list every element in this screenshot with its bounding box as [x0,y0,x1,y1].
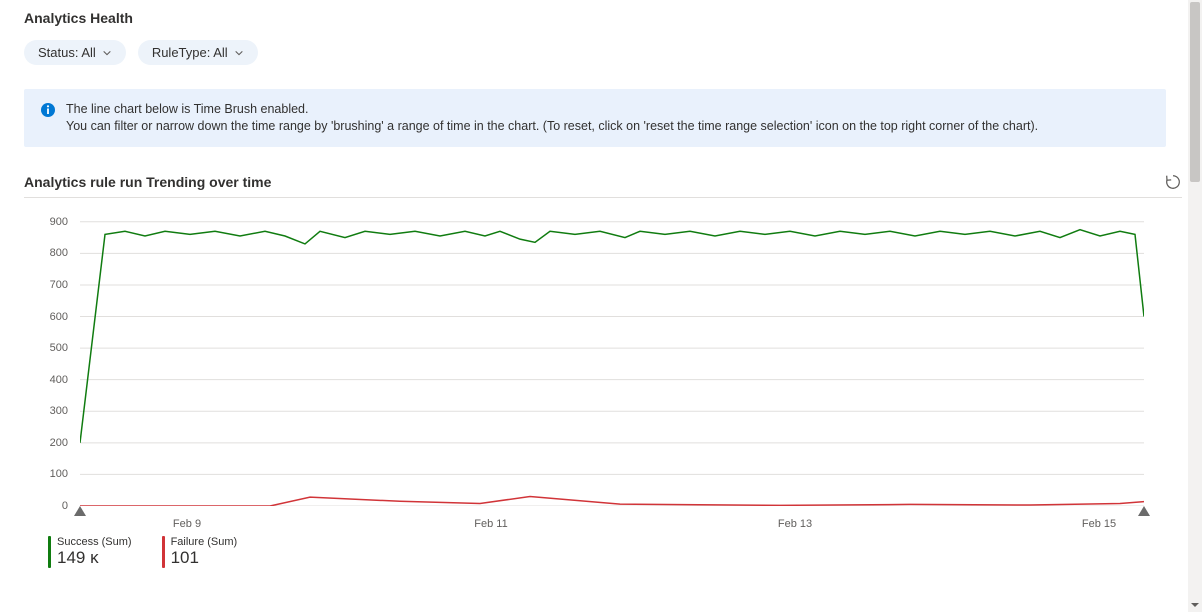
scroll-down-arrow-icon[interactable] [1188,598,1202,612]
status-filter[interactable]: Status: All [24,40,126,65]
divider [24,197,1182,198]
chart-area[interactable]: 0100200300400500600700800900 [24,206,1144,506]
ruletype-filter[interactable]: RuleType: All [138,40,258,65]
page-title: Analytics Health [24,10,1182,26]
filter-row: Status: All RuleType: All [24,40,1182,65]
legend-color-failure [162,536,165,568]
y-axis: 0100200300400500600700800900 [24,206,74,506]
brush-handle-left-icon[interactable] [74,506,86,516]
y-tick: 500 [50,342,68,354]
y-tick: 100 [50,468,68,480]
y-tick: 800 [50,247,68,259]
legend-item-success[interactable]: Success (Sum) 149 ᴋ [48,536,132,568]
reset-time-range-icon[interactable] [1164,173,1182,191]
info-line2: You can filter or narrow down the time r… [66,118,1038,135]
info-text: The line chart below is Time Brush enabl… [66,101,1038,135]
x-tick: Feb 15 [1082,518,1116,530]
legend-value-success: 149 ᴋ [57,548,132,568]
legend-color-success [48,536,51,568]
y-tick: 700 [50,279,68,291]
y-tick: 400 [50,374,68,386]
chevron-down-icon [102,48,112,58]
legend-label-failure: Failure (Sum) [171,536,238,548]
chart-title: Analytics rule run Trending over time [24,174,271,190]
info-banner: The line chart below is Time Brush enabl… [24,89,1166,147]
chart-legend: Success (Sum) 149 ᴋ Failure (Sum) 101 [48,536,1182,568]
info-icon [40,102,56,118]
legend-label-success: Success (Sum) [57,536,132,548]
legend-value-failure: 101 [171,548,238,568]
info-line1: The line chart below is Time Brush enabl… [66,101,1038,118]
chart-plot[interactable] [80,206,1144,506]
x-tick: Feb 11 [474,518,507,530]
y-tick: 600 [50,311,68,323]
brush-handle-right-icon[interactable] [1138,506,1150,516]
chevron-down-icon [234,48,244,58]
y-tick: 300 [50,405,68,417]
y-tick: 900 [50,216,68,228]
y-tick: 200 [50,437,68,449]
scrollbar-thumb[interactable] [1190,2,1200,182]
x-tick: Feb 9 [173,518,201,530]
ruletype-filter-label: RuleType: All [152,45,228,60]
legend-item-failure[interactable]: Failure (Sum) 101 [162,536,238,568]
x-tick: Feb 13 [778,518,812,530]
y-tick: 0 [62,500,68,512]
vertical-scrollbar[interactable] [1188,0,1202,612]
x-axis: Feb 9 Feb 11 Feb 13 Feb 15 [80,506,1144,534]
status-filter-label: Status: All [38,45,96,60]
